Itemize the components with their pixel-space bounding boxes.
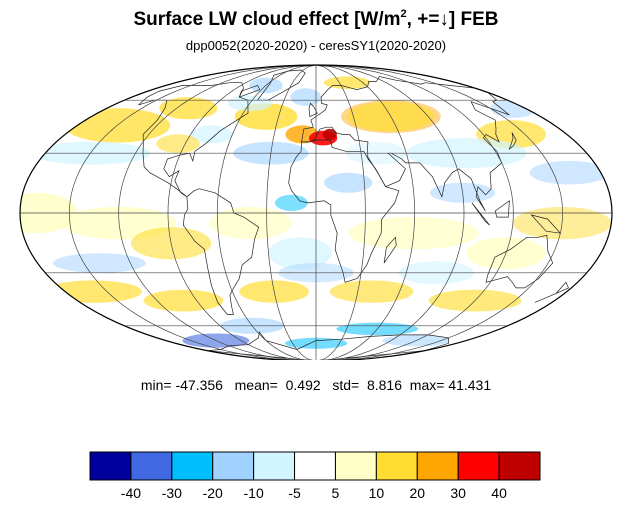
- colorbar-swatch: [375, 451, 418, 481]
- colorbar-swatch: [130, 451, 173, 481]
- colorbar-tick-label: -20: [203, 485, 223, 501]
- colorbar-tick-label: -5: [288, 485, 301, 501]
- colorbar-tick-label: 20: [409, 485, 425, 501]
- colorbar-tick-label: 40: [491, 485, 507, 501]
- colorbar-swatch: [212, 451, 255, 481]
- colorbar-tick-label: -10: [244, 485, 264, 501]
- plot-title: Surface LW cloud effect [W/m2, +=↓] FEB: [133, 8, 499, 30]
- world-map: [19, 64, 613, 360]
- colorbar-swatch: [457, 451, 500, 481]
- colorbar-swatch: [253, 451, 296, 481]
- colorbar-swatch: [171, 451, 214, 481]
- colorbar-tick-label: -40: [121, 485, 141, 501]
- map-border: [19, 64, 613, 360]
- colorbar-swatch: [498, 451, 541, 481]
- colorbar-swatch: [294, 451, 336, 481]
- graticule: [20, 65, 612, 360]
- colorbar-swatch: [416, 451, 459, 481]
- colorbar-tick-label: 5: [332, 485, 340, 501]
- statistics-line: min= -47.356 mean= 0.492 std= 8.816 max=…: [140, 377, 492, 393]
- colorbar-swatch: [334, 451, 377, 481]
- colorbar-swatch: [89, 451, 132, 481]
- plot-subtitle: dpp0052(2020-2020) - ceresSY1(2020-2020): [185, 38, 447, 53]
- colorbar-tick-label: 10: [369, 485, 385, 501]
- colorbar-tick-label: 30: [450, 485, 466, 501]
- colorbar-tick-label: -30: [162, 485, 182, 501]
- colorbar: -40 -30 -20 -10 -5 5 10 20 30 40: [89, 451, 541, 501]
